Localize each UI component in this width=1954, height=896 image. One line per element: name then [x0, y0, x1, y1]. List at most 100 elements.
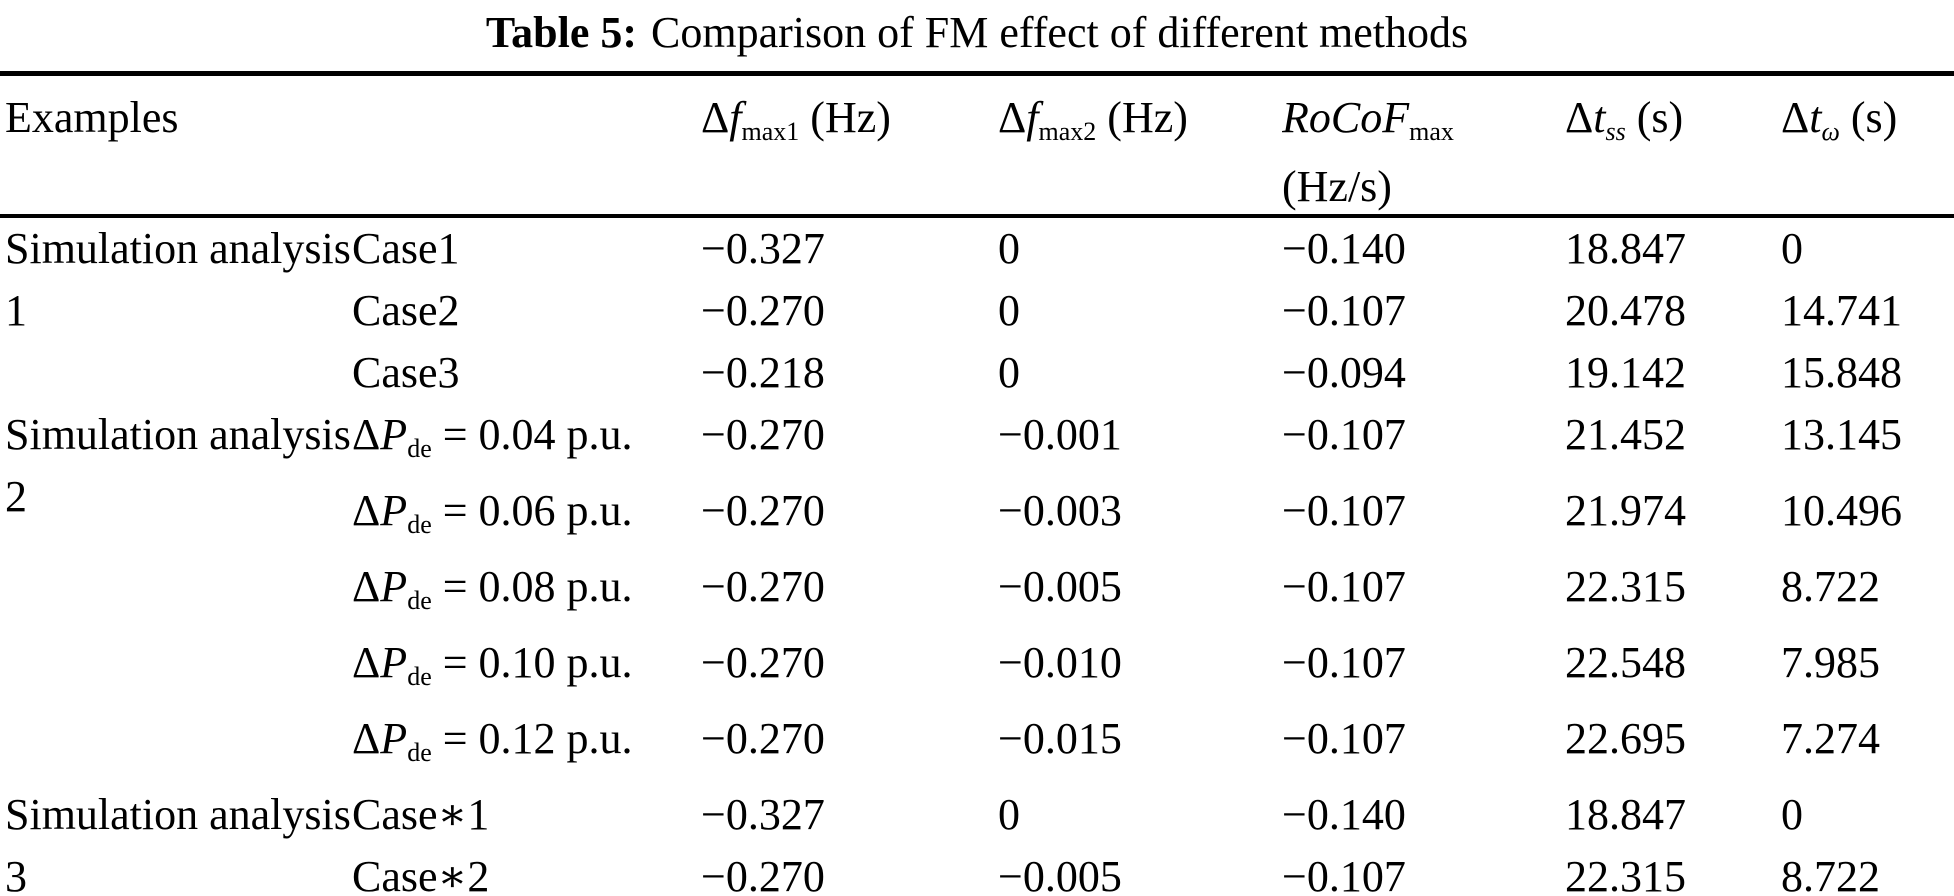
delta-symbol: Δ: [352, 562, 381, 611]
case-text: Case∗2: [352, 852, 490, 896]
var-symbol: t: [1809, 93, 1822, 142]
value-t-omega: 0: [1781, 224, 1803, 273]
value-rocof: −0.140: [1282, 224, 1406, 273]
value-rocof: −0.094: [1282, 348, 1406, 397]
unit-label: (s): [1636, 93, 1684, 142]
group-label-2: Simulation analysis 2: [5, 410, 351, 521]
delta-symbol: Δ: [1565, 93, 1594, 142]
delta-symbol: Δ: [352, 410, 381, 459]
value-rocof: −0.107: [1282, 852, 1406, 896]
value-t-ss: 22.548: [1565, 638, 1686, 687]
value-f-max2: −0.003: [998, 486, 1122, 535]
value-t-ss: 18.847: [1565, 224, 1686, 273]
header-delta-f-max2: Δfmax2 (Hz): [998, 73, 1282, 218]
unit-label: (Hz/s): [1282, 162, 1392, 211]
case-label: ΔPde = 0.08 p.u.: [352, 556, 701, 632]
value-f-max1: −0.270: [701, 410, 825, 459]
group-label-3: Simulation analysis 3: [5, 790, 351, 896]
var-symbol: f: [729, 93, 742, 142]
table-caption-text: Comparison of FM effect of different met…: [651, 8, 1469, 57]
value-t-omega: 14.741: [1781, 286, 1902, 335]
table-row: ΔPde = 0.08 p.u. −0.270 −0.005 −0.107 22…: [0, 556, 1954, 632]
case-text: Case2: [352, 286, 460, 335]
value-f-max1: −0.218: [701, 348, 825, 397]
delta-symbol: Δ: [998, 93, 1027, 142]
subscript: ω: [1821, 117, 1840, 146]
delta-symbol: Δ: [352, 714, 381, 763]
case-label: Case2: [352, 280, 701, 342]
table-caption: Table 5: Comparison of FM effect of diffe…: [0, 0, 1954, 71]
header-spacer: [352, 73, 701, 218]
value-t-omega: 0: [1781, 790, 1803, 839]
value-t-omega: 7.985: [1781, 638, 1880, 687]
var-symbol: RoCoF: [1282, 93, 1410, 142]
delta-symbol: Δ: [1781, 93, 1810, 142]
value-f-max2: 0: [998, 286, 1020, 335]
value-f-max2: 0: [998, 790, 1020, 839]
subscript: de: [407, 510, 432, 539]
value-f-max1: −0.270: [701, 714, 825, 763]
subscript: ss: [1605, 117, 1626, 146]
var-symbol: P: [380, 638, 408, 687]
case-label: Case3: [352, 342, 701, 404]
subscript: de: [407, 434, 432, 463]
delta-symbol: Δ: [352, 486, 381, 535]
value-rocof: −0.140: [1282, 790, 1406, 839]
case-rest: = 0.12 p.u.: [431, 714, 633, 763]
value-t-omega: 10.496: [1781, 486, 1902, 535]
table-row: Case3 −0.218 0 −0.094 19.142 15.848: [0, 342, 1954, 404]
case-label: ΔPde = 0.12 p.u.: [352, 708, 701, 784]
value-rocof: −0.107: [1282, 286, 1406, 335]
table-row: Case∗2 −0.270 −0.005 −0.107 22.315 8.722: [0, 846, 1954, 896]
value-f-max1: −0.327: [701, 224, 825, 273]
value-f-max2: −0.001: [998, 410, 1122, 459]
header-delta-f-max1: Δfmax1 (Hz): [701, 73, 998, 218]
value-f-max1: −0.270: [701, 562, 825, 611]
var-symbol: P: [380, 562, 408, 611]
value-t-ss: 22.695: [1565, 714, 1686, 763]
table-header: Examples Δfmax1 (Hz) Δfmax2 (Hz) RoCoFmax(…: [0, 73, 1954, 218]
subscript: de: [407, 586, 432, 615]
value-rocof: −0.107: [1282, 714, 1406, 763]
case-rest: = 0.06 p.u.: [431, 486, 633, 535]
header-rocof-max: RoCoFmax (Hz/s): [1282, 73, 1565, 218]
value-t-ss: 21.974: [1565, 486, 1686, 535]
value-f-max2: 0: [998, 224, 1020, 273]
delta-symbol: Δ: [701, 93, 730, 142]
case-label: Case∗1: [352, 784, 701, 846]
case-label: ΔPde = 0.04 p.u.: [352, 404, 701, 480]
case-label: Case1: [352, 216, 701, 280]
table-caption-label: Table 5:: [485, 8, 638, 57]
value-f-max2: −0.010: [998, 638, 1122, 687]
value-t-omega: 8.722: [1781, 562, 1880, 611]
unit-label: (s): [1850, 93, 1898, 142]
var-symbol: t: [1593, 93, 1606, 142]
delta-symbol: Δ: [352, 638, 381, 687]
table-row: ΔPde = 0.06 p.u. −0.270 −0.003 −0.107 21…: [0, 480, 1954, 556]
subscript: max2: [1038, 117, 1097, 146]
header-row: Examples Δfmax1 (Hz) Δfmax2 (Hz) RoCoFmax(…: [0, 73, 1954, 218]
value-rocof: −0.107: [1282, 410, 1406, 459]
var-symbol: f: [1026, 93, 1039, 142]
case-rest: = 0.04 p.u.: [431, 410, 633, 459]
unit-label: (Hz): [1107, 93, 1188, 142]
case-label: ΔPde = 0.10 p.u.: [352, 632, 701, 708]
value-t-ss: 22.315: [1565, 852, 1686, 896]
table-row: Simulation analysis 2 ΔPde = 0.04 p.u. −…: [0, 404, 1954, 521]
table-row: ΔPde = 0.10 p.u. −0.270 −0.010 −0.107 22…: [0, 632, 1954, 708]
var-symbol: P: [380, 410, 408, 459]
value-t-ss: 18.847: [1565, 790, 1686, 839]
table-row: Case2 −0.270 0 −0.107 20.478 14.741: [0, 280, 1954, 342]
subscript: max: [1409, 117, 1454, 146]
value-f-max1: −0.270: [701, 852, 825, 896]
table-row: Simulation analysis 3 Case∗1 −0.327 0 −0…: [0, 784, 1954, 896]
header-delta-t-ss: Δtss (s): [1565, 73, 1781, 218]
value-f-max1: −0.327: [701, 790, 825, 839]
comparison-table: Examples Δfmax1 (Hz) Δfmax2 (Hz) RoCoFmax(…: [0, 71, 1954, 896]
value-rocof: −0.107: [1282, 638, 1406, 687]
case-label: Case∗2: [352, 846, 701, 896]
case-label: ΔPde = 0.06 p.u.: [352, 480, 701, 556]
table-row: Simulation analysis 1 Case1 −0.327 0 −0.…: [0, 216, 1954, 335]
value-f-max1: −0.270: [701, 286, 825, 335]
